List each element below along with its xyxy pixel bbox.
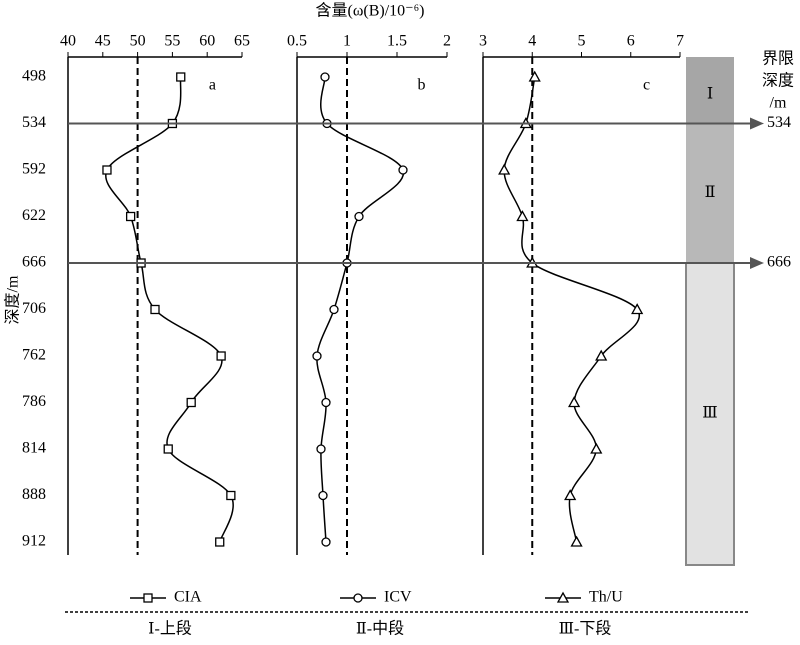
marker xyxy=(564,489,577,501)
stage-label: Ⅱ xyxy=(705,184,716,201)
legend-label: ICV xyxy=(384,589,412,606)
x-tick-label: 4 xyxy=(528,33,536,50)
marker xyxy=(216,351,226,361)
x-tick-label: 3 xyxy=(479,33,487,50)
boundary-title: /m xyxy=(770,95,787,112)
panel-label: b xyxy=(418,77,426,94)
boundary-arrow xyxy=(750,257,764,269)
marker xyxy=(595,349,608,361)
legend-marker xyxy=(353,593,363,603)
y-tick-label: 786 xyxy=(22,393,46,410)
chart-title: 含量(ω(B)/10⁻⁶) xyxy=(316,2,425,20)
boundary-arrow xyxy=(750,117,764,130)
stage-block xyxy=(686,57,734,124)
marker xyxy=(498,163,511,175)
marker xyxy=(568,396,581,408)
marker xyxy=(125,211,136,222)
marker xyxy=(570,535,583,547)
boundary-label: 534 xyxy=(767,114,791,131)
y-tick-label: 534 xyxy=(22,114,46,131)
x-tick-label: 55 xyxy=(164,33,180,50)
data-line xyxy=(105,76,234,543)
legend-label: Th/U xyxy=(589,589,623,606)
marker xyxy=(631,303,644,315)
footer-label: Ⅱ-中段 xyxy=(356,620,404,638)
marker xyxy=(226,490,236,501)
stage-label: Ⅲ xyxy=(702,405,717,422)
marker xyxy=(163,444,173,454)
x-tick-label: 0.5 xyxy=(287,33,307,50)
y-tick-label: 622 xyxy=(22,207,46,224)
marker xyxy=(176,72,186,82)
panel-label: a xyxy=(209,77,216,94)
x-tick-label: 45 xyxy=(95,33,111,50)
marker xyxy=(316,444,326,454)
boundary-title: 界限 xyxy=(762,50,794,68)
marker xyxy=(321,397,331,408)
y-tick-label: 762 xyxy=(22,347,46,364)
footer-label: Ⅰ-上段 xyxy=(148,620,192,638)
marker xyxy=(215,537,225,547)
marker xyxy=(318,490,328,501)
y-tick-label: 912 xyxy=(22,533,46,550)
y-tick-label: 706 xyxy=(22,300,46,317)
marker xyxy=(354,211,364,222)
marker xyxy=(186,397,196,408)
x-tick-label: 6 xyxy=(627,33,635,50)
y-tick-label: 498 xyxy=(22,68,46,85)
x-tick-label: 60 xyxy=(199,33,215,50)
marker xyxy=(320,72,330,82)
x-tick-label: 65 xyxy=(234,33,250,50)
legend-label: CIA xyxy=(174,589,202,606)
marker xyxy=(329,304,339,315)
stage-block xyxy=(685,262,735,566)
marker xyxy=(150,304,160,315)
stage-block xyxy=(686,123,734,263)
data-line xyxy=(503,76,641,543)
marker xyxy=(590,442,603,454)
y-tick-label: 666 xyxy=(22,254,46,271)
marker xyxy=(516,210,529,222)
marker xyxy=(321,537,331,547)
x-tick-label: 50 xyxy=(130,33,146,50)
y-axis-label: 深度/m xyxy=(4,275,22,324)
marker xyxy=(528,70,541,82)
legend-marker xyxy=(556,591,570,603)
x-tick-label: 40 xyxy=(60,33,76,50)
x-tick-label: 1.5 xyxy=(387,33,407,50)
boundary-title: 深度 xyxy=(762,72,794,90)
x-tick-label: 1 xyxy=(343,33,351,50)
marker xyxy=(312,351,322,361)
footer-label: Ⅲ-下段 xyxy=(559,620,612,638)
legend-marker xyxy=(143,593,153,603)
boundary-label: 666 xyxy=(767,254,791,271)
panel-label: c xyxy=(643,77,650,94)
x-tick-label: 2 xyxy=(443,33,451,50)
marker xyxy=(398,165,408,175)
marker xyxy=(102,165,112,175)
y-tick-label: 888 xyxy=(22,486,46,503)
x-tick-label: 7 xyxy=(676,33,684,50)
stage-label: Ⅰ xyxy=(707,86,713,103)
y-tick-label: 592 xyxy=(22,161,46,178)
x-tick-label: 5 xyxy=(578,33,586,50)
y-tick-label: 814 xyxy=(22,440,46,457)
